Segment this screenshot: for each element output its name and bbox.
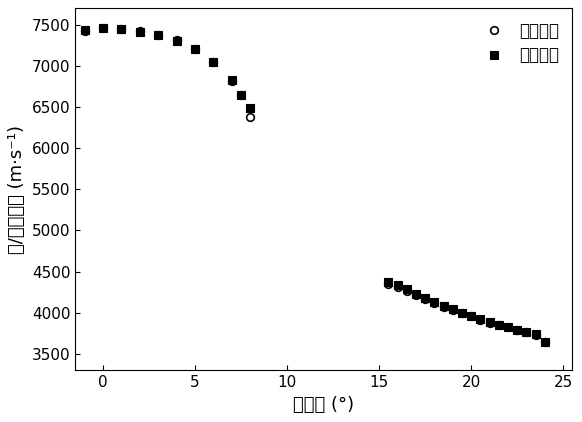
理论计算 — [81, 27, 88, 32]
实验测量 — [247, 114, 254, 119]
实验测量 — [118, 26, 125, 31]
实验测量 — [81, 28, 88, 33]
实验测量 — [136, 29, 143, 34]
理论计算 — [228, 77, 235, 82]
理论计算 — [210, 59, 217, 64]
理论计算 — [155, 32, 162, 38]
理论计算 — [136, 29, 143, 34]
理论计算 — [191, 47, 198, 52]
实验测量 — [228, 78, 235, 83]
实验测量 — [173, 38, 180, 43]
理论计算 — [118, 27, 125, 32]
理论计算 — [247, 106, 254, 111]
实验测量 — [100, 26, 107, 31]
Legend: 实验测量, 理论计算: 实验测量, 理论计算 — [473, 16, 564, 69]
理论计算 — [100, 26, 107, 31]
Y-axis label: 纵/横波声速 (m·s⁻¹): 纵/横波声速 (m·s⁻¹) — [8, 125, 26, 254]
实验测量 — [210, 59, 217, 64]
理论计算 — [173, 38, 180, 43]
实验测量 — [237, 92, 244, 97]
实验测量 — [191, 47, 198, 52]
X-axis label: 入射角 (°): 入射角 (°) — [293, 396, 354, 414]
Line: 理论计算: 理论计算 — [81, 24, 254, 112]
Line: 实验测量: 实验测量 — [81, 24, 254, 121]
实验测量 — [155, 32, 162, 37]
理论计算 — [237, 92, 244, 97]
